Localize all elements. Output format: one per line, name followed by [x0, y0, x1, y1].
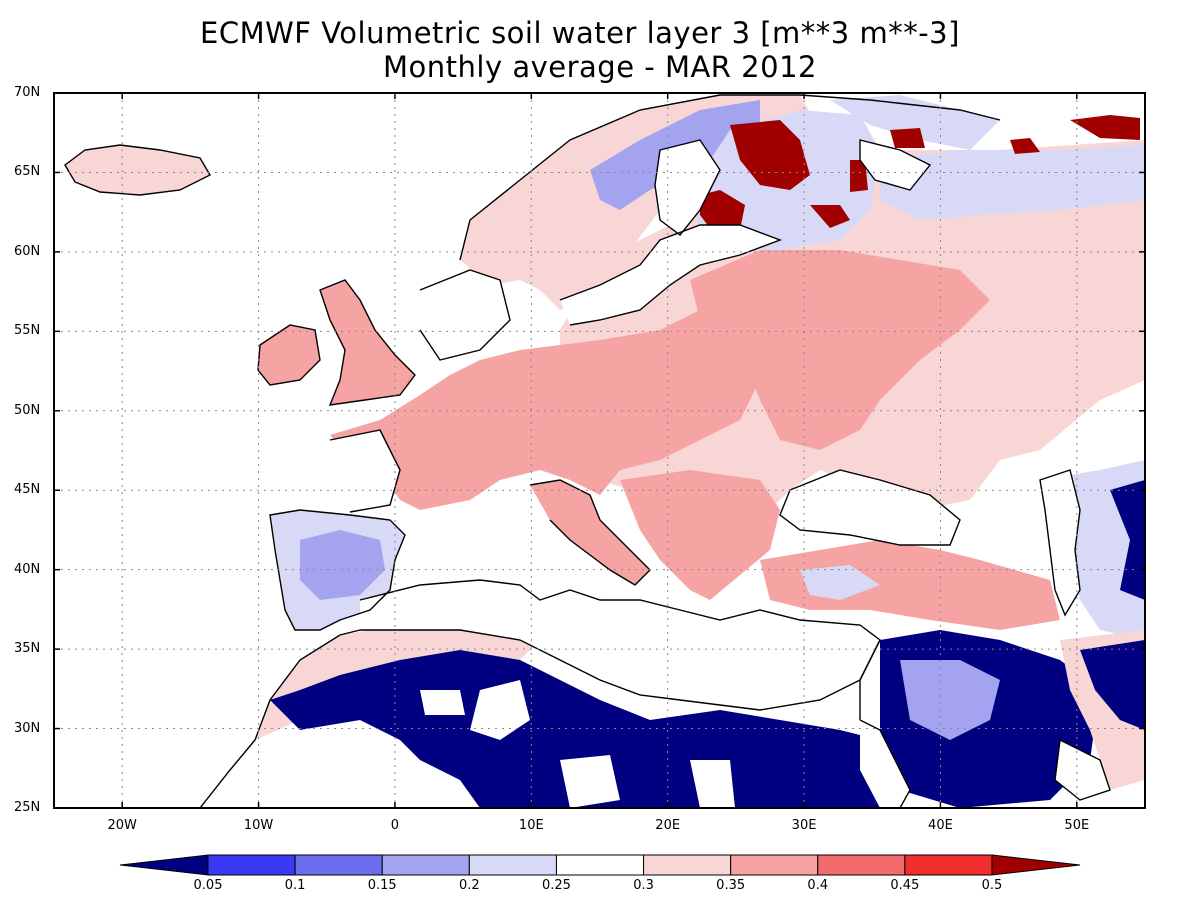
longitude-label: 0	[390, 818, 400, 833]
longitude-label: 40E	[928, 818, 953, 833]
sea-red-sea	[860, 720, 910, 808]
land-western-europe	[330, 300, 760, 510]
colorbar	[119, 854, 1081, 876]
land-sahara-white-patches	[420, 680, 735, 808]
axis-ticks	[54, 92, 1145, 809]
map-title-line2: Monthly average - MAR 2012	[383, 50, 817, 84]
coastline-red-sea	[859, 639, 911, 808]
land-north-africa-pink	[255, 620, 540, 740]
colorbar-level-label: 0.45	[890, 878, 920, 893]
colorbar-segment	[643, 854, 732, 876]
coastline-black-sea	[779, 469, 961, 546]
longitude-label: 30E	[791, 818, 817, 833]
latitude-label: 25N	[14, 800, 41, 815]
land-kola	[830, 95, 1000, 150]
colorbar-level-label: 0.35	[716, 878, 746, 893]
coastline-iceland	[64, 144, 211, 196]
colorbar-level-label: 0.25	[541, 878, 571, 893]
latitude-label: 60N	[14, 243, 41, 259]
colorbar-level-label: 0.3	[633, 878, 654, 893]
longitude-label: 10E	[518, 818, 544, 833]
colorbar-segment	[817, 854, 906, 876]
colorbar-segment	[555, 854, 645, 876]
land-balkans	[620, 470, 780, 600]
land-iceland	[65, 145, 210, 195]
sea-white-sea	[860, 140, 930, 190]
latitude-label: 70N	[14, 85, 41, 100]
land-arctic-dry	[890, 115, 1140, 154]
latitude-label: 50N	[14, 402, 41, 418]
coastline-caspian	[1039, 469, 1081, 617]
map-graticule	[54, 93, 1145, 808]
land-russia-core	[690, 250, 990, 450]
coastline-north-sea	[419, 269, 511, 361]
land-italy	[530, 480, 650, 585]
sea-atlantic-bay	[300, 430, 400, 510]
land-caspian-east-blue	[1110, 480, 1145, 600]
sea-baltic	[560, 225, 780, 325]
longitude-label: 50E	[1064, 818, 1090, 833]
coastline-persian-gulf	[1054, 738, 1111, 801]
longitude-label: 10W	[243, 818, 274, 833]
coastlines	[64, 94, 1111, 808]
sea-caspian	[1040, 470, 1080, 615]
latitude-label: 55N	[14, 323, 41, 339]
coastline-white-sea	[859, 139, 932, 191]
longitude-label: 20W	[107, 818, 137, 833]
colorbar-segment	[468, 854, 557, 876]
land-iberia-core	[300, 530, 385, 600]
coastline-baltic	[559, 224, 782, 326]
land-middle-east-light	[900, 660, 1000, 740]
latitude-label: 30N	[14, 720, 41, 736]
map-field	[54, 93, 1145, 808]
colorbar-level-label: 0.4	[807, 878, 829, 893]
coastline-atlantic-france	[329, 429, 401, 513]
latitude-label: 40N	[14, 561, 41, 577]
latitude-label: 35N	[14, 641, 41, 657]
sea-north-sea	[420, 270, 510, 360]
coastline-scandinavia	[459, 94, 1001, 261]
land-anatolia-blue	[800, 565, 880, 600]
land-iran-dry	[1080, 640, 1145, 730]
land-britain	[320, 280, 415, 405]
coastline-africa-west	[199, 629, 361, 808]
colorbar-level-label: 0.05	[193, 878, 223, 893]
latitude-label: 65N	[14, 164, 41, 180]
longitude-label: 20E	[655, 818, 681, 833]
colorbar-level-label: 0.1	[284, 878, 306, 893]
sea-bothnia	[655, 140, 720, 235]
colorbar-segment	[381, 854, 470, 876]
sea-black-sea	[780, 470, 960, 545]
coastline-ireland	[257, 324, 321, 386]
map-title-line1: ECMWF Volumetric soil water layer 3 [m**…	[200, 16, 960, 50]
colorbar-low-arrow	[119, 854, 209, 876]
map-frame	[53, 92, 1146, 809]
colorbar-segment	[207, 854, 296, 876]
coastline-mediterranean	[359, 579, 881, 711]
colorbar-segment	[294, 854, 383, 876]
sea-persian-gulf	[1055, 740, 1110, 800]
colorbar-level-label: 0.15	[367, 878, 397, 893]
colorbar-high-arrow	[991, 854, 1081, 876]
coastline-bothnia	[654, 139, 721, 236]
land-finland-dry	[700, 120, 868, 235]
land-anatolia	[760, 540, 1060, 630]
colorbar-level-label: 0.5	[981, 878, 1003, 893]
colorbar-segment	[730, 854, 819, 876]
land-ireland	[258, 325, 320, 385]
colorbar-segment	[904, 854, 993, 876]
latitude-label: 45N	[14, 482, 41, 498]
colorbar-level-label: 0.2	[458, 878, 480, 893]
land-russia-north	[880, 145, 1145, 220]
coastline-iberia	[269, 509, 406, 631]
coastline-britain	[319, 279, 416, 406]
